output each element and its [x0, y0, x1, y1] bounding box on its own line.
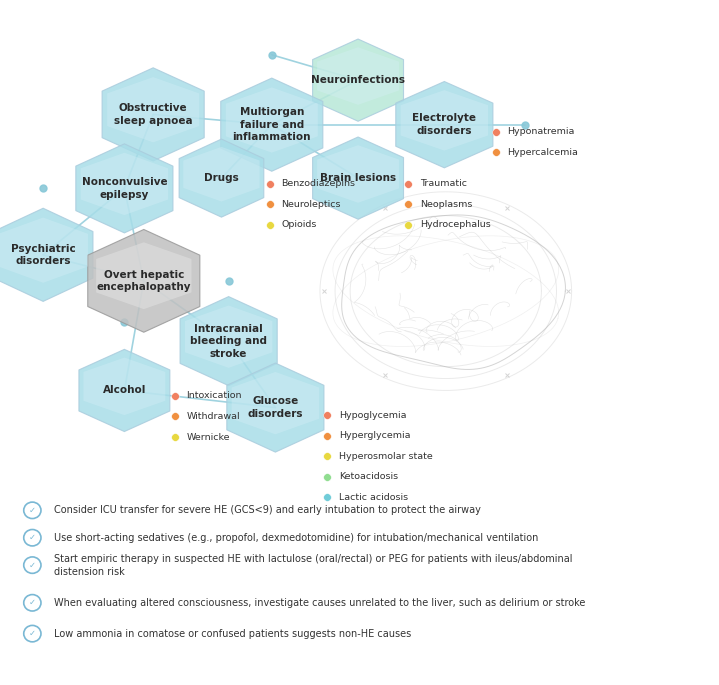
Polygon shape	[81, 153, 168, 215]
Polygon shape	[226, 363, 324, 452]
Text: Hypoglycemia: Hypoglycemia	[339, 410, 406, 420]
Polygon shape	[180, 297, 278, 386]
Polygon shape	[0, 208, 93, 301]
Text: Wernicke: Wernicke	[186, 432, 230, 442]
Text: Opioids: Opioids	[281, 220, 316, 229]
Text: Low ammonia in comatose or confused patients suggests non-HE causes: Low ammonia in comatose or confused pati…	[54, 629, 411, 638]
Text: Obstructive
sleep apnoea: Obstructive sleep apnoea	[114, 103, 193, 125]
Text: ✓: ✓	[29, 560, 36, 570]
Polygon shape	[79, 349, 170, 432]
Polygon shape	[179, 139, 264, 217]
Text: Brain lesions: Brain lesions	[320, 173, 396, 183]
Text: Use short-acting sedatives (e.g., propofol, dexmedotomidine) for intubation/mech: Use short-acting sedatives (e.g., propof…	[54, 533, 539, 543]
Polygon shape	[88, 229, 200, 332]
Text: Electrolyte
disorders: Electrolyte disorders	[412, 114, 477, 136]
Polygon shape	[400, 90, 488, 151]
Polygon shape	[83, 358, 165, 415]
Text: Start empiric therapy in suspected HE with lactulose (oral/rectal) or PEG for pa: Start empiric therapy in suspected HE wi…	[54, 553, 572, 577]
Polygon shape	[185, 306, 273, 368]
Polygon shape	[317, 145, 399, 203]
Text: Intoxication: Intoxication	[186, 391, 242, 401]
Text: Nonconvulsive
epilepsy: Nonconvulsive epilepsy	[81, 177, 168, 199]
Text: Neuroleptics: Neuroleptics	[281, 199, 341, 209]
Text: Psychiatric
disorders: Psychiatric disorders	[11, 244, 75, 266]
Text: Ketoacidosis: Ketoacidosis	[339, 472, 398, 482]
Text: Lactic acidosis: Lactic acidosis	[339, 493, 408, 502]
Text: ✓: ✓	[29, 533, 36, 543]
Text: Intracranial
bleeding and
stroke: Intracranial bleeding and stroke	[190, 324, 267, 358]
Polygon shape	[317, 47, 399, 105]
Text: Hyponatremia: Hyponatremia	[508, 127, 575, 136]
Polygon shape	[102, 68, 204, 161]
Polygon shape	[232, 372, 319, 434]
Text: ✓: ✓	[29, 629, 36, 638]
Text: When evaluating altered consciousness, investigate causes unrelated to the liver: When evaluating altered consciousness, i…	[54, 598, 585, 608]
Text: Multiorgan
failure and
inflammation: Multiorgan failure and inflammation	[232, 108, 311, 142]
Polygon shape	[0, 218, 88, 283]
Text: ✓: ✓	[29, 506, 36, 515]
Polygon shape	[183, 147, 260, 201]
Polygon shape	[313, 39, 403, 121]
Polygon shape	[226, 88, 318, 153]
Text: Hyperosmolar state: Hyperosmolar state	[339, 451, 432, 461]
Text: Drugs: Drugs	[204, 173, 239, 183]
Text: Consider ICU transfer for severe HE (GCS<9) and early intubation to protect the : Consider ICU transfer for severe HE (GCS…	[54, 506, 481, 515]
Text: Alcohol: Alcohol	[103, 386, 146, 395]
Text: Neoplasms: Neoplasms	[420, 199, 472, 209]
Text: Hyperglycemia: Hyperglycemia	[339, 431, 410, 440]
Polygon shape	[395, 82, 493, 168]
Text: Hypercalcemia: Hypercalcemia	[508, 147, 579, 157]
Text: ✓: ✓	[29, 598, 36, 608]
Polygon shape	[96, 242, 191, 309]
Polygon shape	[221, 78, 323, 171]
Text: Benzodiazepins: Benzodiazepins	[281, 179, 355, 188]
Polygon shape	[313, 137, 403, 219]
Text: Hydrocephalus: Hydrocephalus	[420, 220, 490, 229]
Text: Neuroinfections: Neuroinfections	[311, 75, 405, 85]
Polygon shape	[107, 77, 199, 142]
Text: Glucose
disorders: Glucose disorders	[247, 397, 303, 419]
Text: Overt hepatic
encephalopathy: Overt hepatic encephalopathy	[96, 270, 191, 292]
Text: Withdrawal: Withdrawal	[186, 412, 240, 421]
Text: Traumatic: Traumatic	[420, 179, 467, 188]
Polygon shape	[75, 144, 173, 233]
